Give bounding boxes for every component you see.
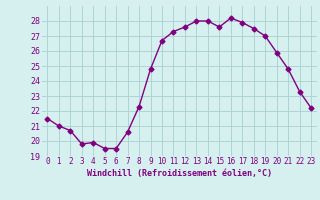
X-axis label: Windchill (Refroidissement éolien,°C): Windchill (Refroidissement éolien,°C) [87,169,272,178]
